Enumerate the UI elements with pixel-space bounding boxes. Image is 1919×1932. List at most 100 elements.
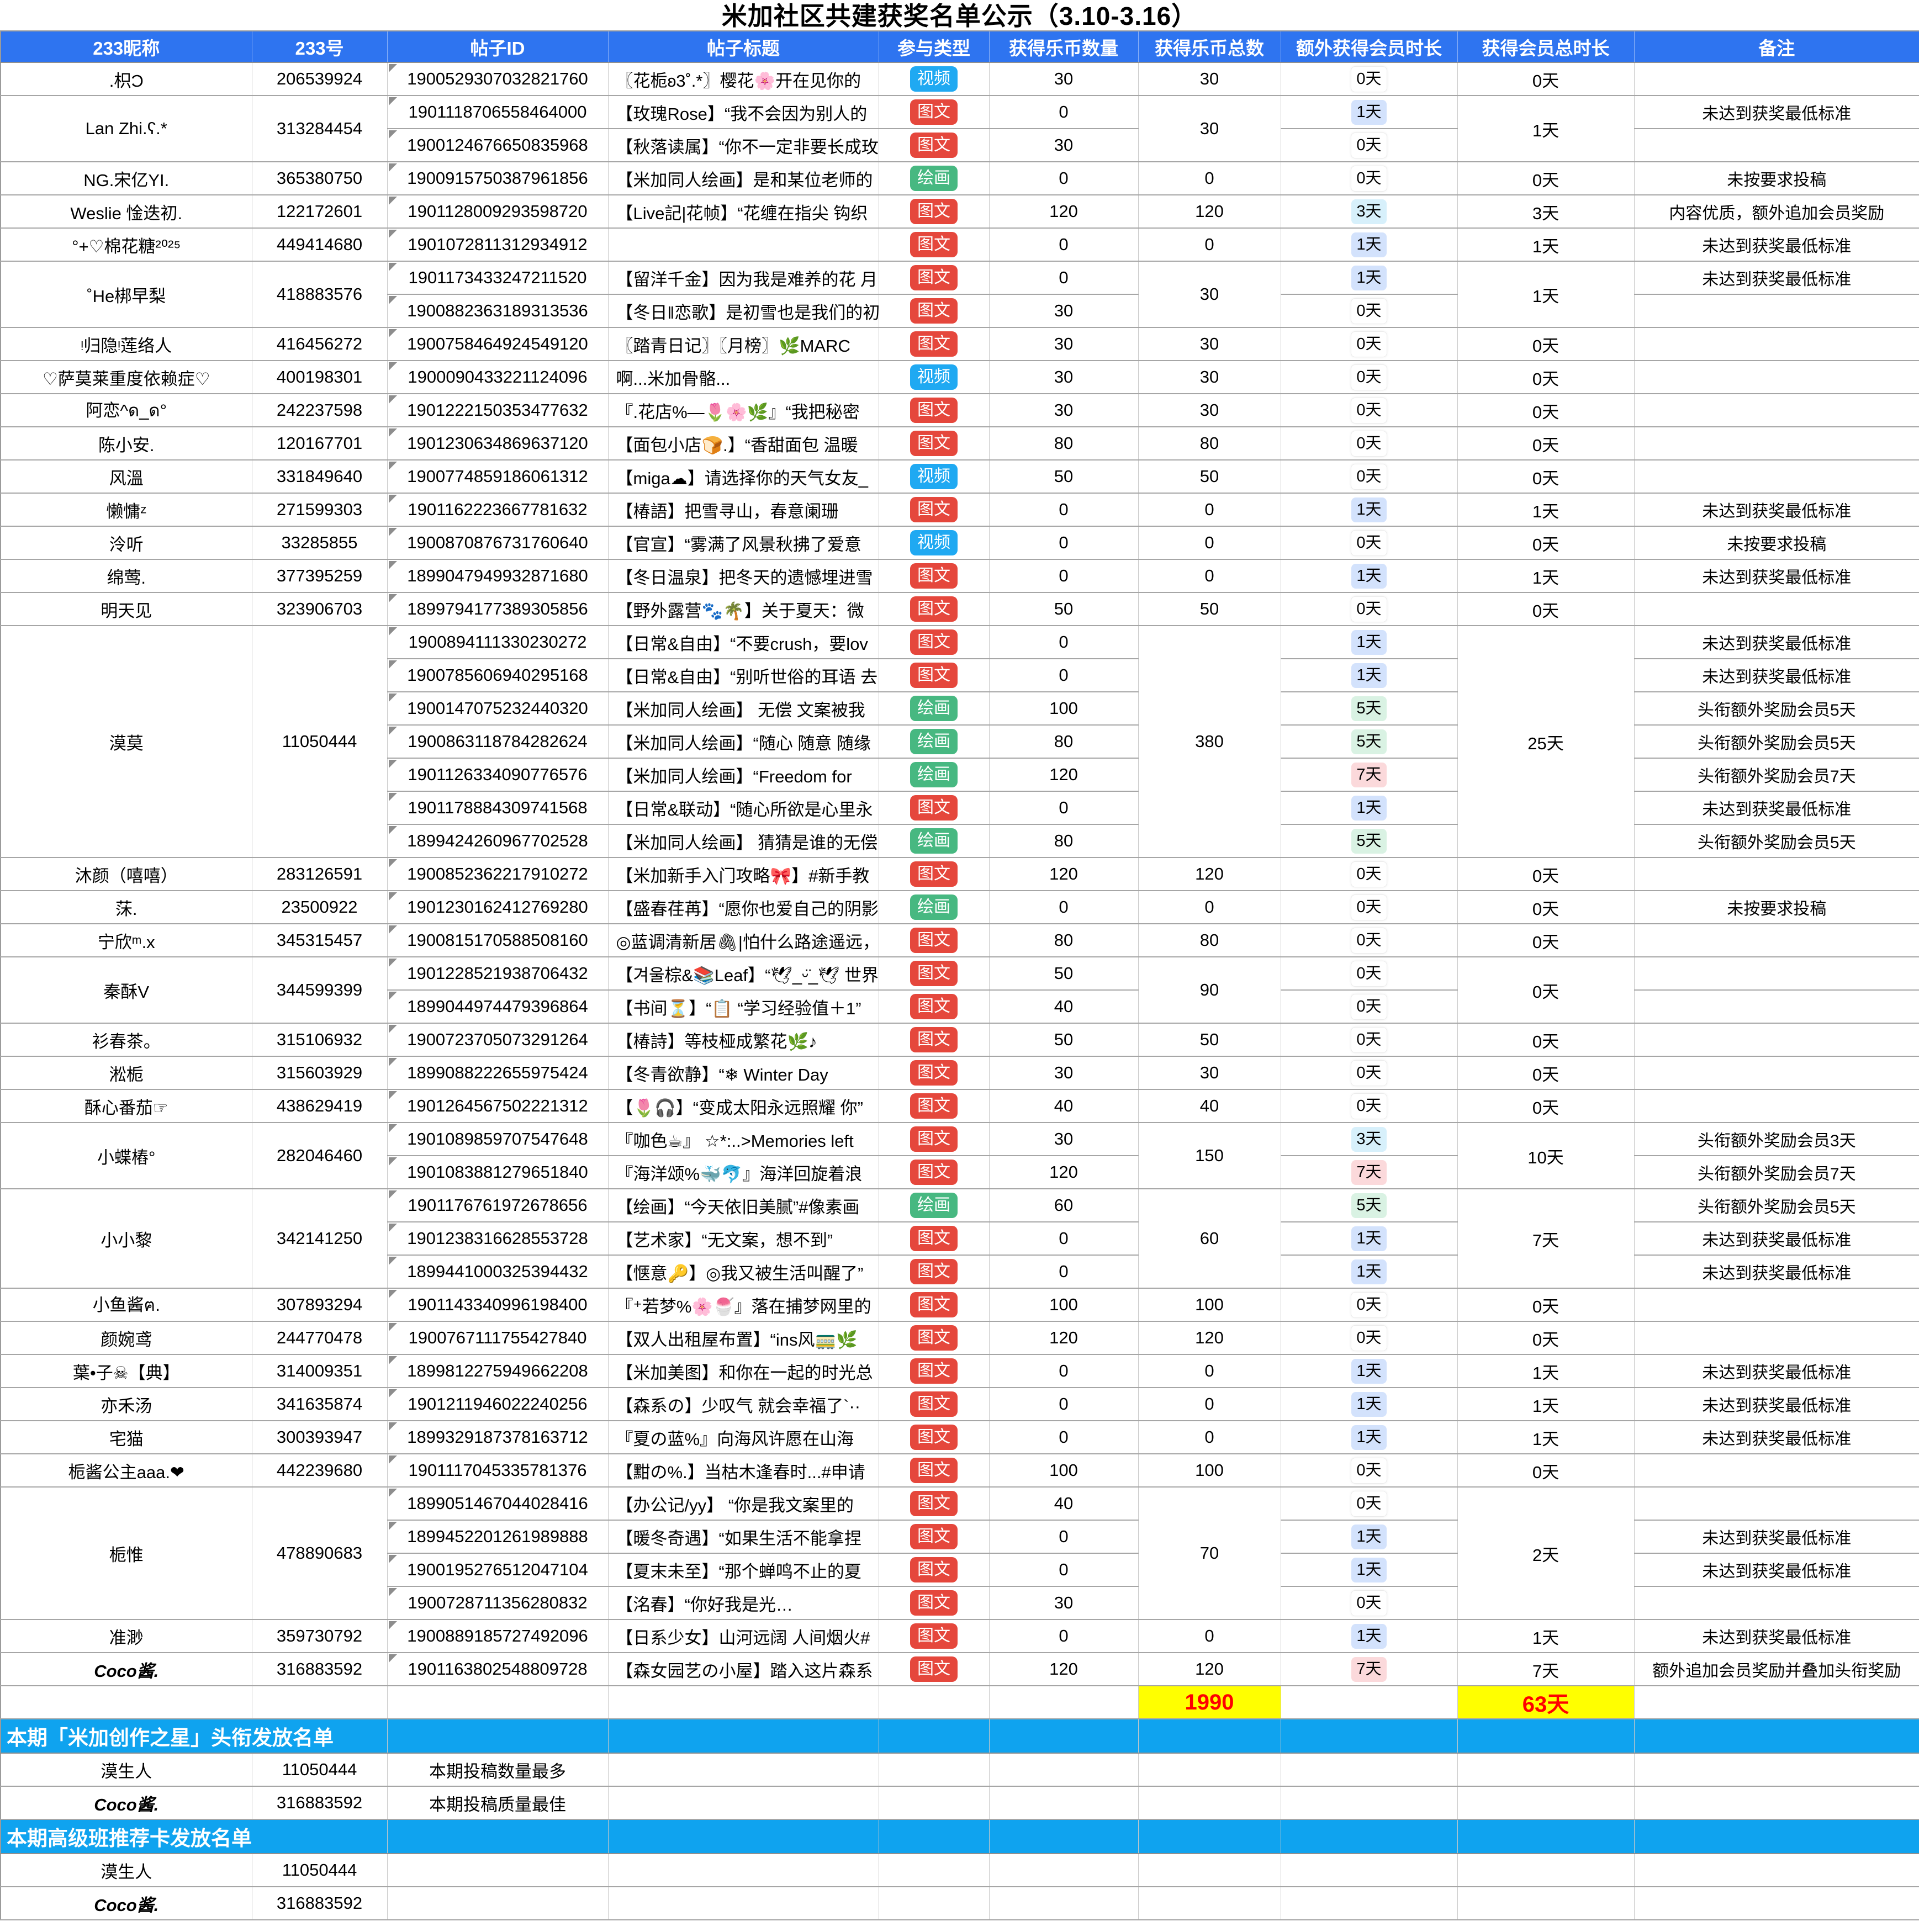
post-type-cell[interactable]: 绘画: [878, 758, 990, 792]
coins-total-cell[interactable]: 60: [1138, 1188, 1281, 1289]
account-number-cell[interactable]: 206539924: [251, 62, 388, 96]
nickname-cell[interactable]: 风溫: [0, 459, 252, 494]
post-id-cell[interactable]: 1901083881279651840: [387, 1155, 609, 1189]
total-days-cell[interactable]: 0天: [1457, 1321, 1635, 1355]
extra-days-cell[interactable]: 1天: [1280, 95, 1458, 129]
coins-cell[interactable]: 120: [988, 1155, 1139, 1189]
nickname-cell[interactable]: 懒慵ᶻ: [0, 493, 252, 527]
post-title-cell[interactable]: 『⁺若梦%🌸🍧』落在捕梦网里的: [607, 1288, 879, 1322]
post-title-cell[interactable]: 【椿詩】等枝桠成繁花🌿♪: [607, 1023, 879, 1057]
post-type-cell[interactable]: 图文: [878, 1486, 990, 1521]
banner-filler-cell[interactable]: [387, 1718, 609, 1754]
empty-cell[interactable]: [607, 1685, 879, 1719]
award-number-cell[interactable]: 11050444: [251, 1853, 388, 1887]
post-type-cell[interactable]: 视频: [878, 360, 990, 394]
extra-days-cell[interactable]: 0天: [1280, 327, 1458, 361]
coins-total-cell[interactable]: 0: [1138, 559, 1281, 593]
total-days-cell[interactable]: 0天: [1457, 592, 1635, 626]
empty-cell[interactable]: [1280, 1786, 1458, 1820]
post-id-cell[interactable]: 1899047949932871680: [387, 559, 609, 593]
coins-cell[interactable]: 50: [988, 956, 1139, 991]
header-cell-total-days[interactable]: 获得会员总时长: [1457, 31, 1635, 63]
total-days-cell[interactable]: 0天: [1457, 161, 1635, 195]
post-type-cell[interactable]: 视频: [878, 459, 990, 494]
post-type-cell[interactable]: 图文: [878, 128, 990, 162]
nickname-cell[interactable]: Weslie 惍迭初.: [0, 194, 252, 229]
empty-cell[interactable]: [1457, 1853, 1635, 1887]
empty-cell[interactable]: [1633, 1753, 1919, 1787]
coins-total-cell[interactable]: 30: [1138, 393, 1281, 427]
post-id-cell[interactable]: 1900815170588508160: [387, 923, 609, 957]
extra-days-cell[interactable]: 5天: [1280, 691, 1458, 726]
coins-total-cell[interactable]: 0: [1138, 493, 1281, 527]
empty-cell[interactable]: [1280, 1853, 1458, 1887]
nickname-cell[interactable]: 宅猫: [0, 1420, 252, 1454]
extra-days-cell[interactable]: 0天: [1280, 1023, 1458, 1057]
post-title-cell[interactable]: 【森系の】少叹气 就会幸福了`··: [607, 1387, 879, 1421]
extra-days-cell[interactable]: 0天: [1280, 393, 1458, 427]
coins-total-cell[interactable]: 70: [1138, 1486, 1281, 1620]
remark-cell[interactable]: [1633, 1453, 1919, 1488]
nickname-cell[interactable]: 酥心番茄☞: [0, 1089, 252, 1123]
coins-cell[interactable]: 30: [988, 1122, 1139, 1156]
coins-total-cell[interactable]: 30: [1138, 1056, 1281, 1090]
coins-cell[interactable]: 50: [988, 1023, 1139, 1057]
account-number-cell[interactable]: 33285855: [251, 526, 388, 560]
post-id-cell[interactable]: 1900529307032821760: [387, 62, 609, 96]
account-number-cell[interactable]: 315106932: [251, 1023, 388, 1057]
remark-cell[interactable]: [1633, 956, 1919, 991]
post-type-cell[interactable]: 图文: [878, 1619, 990, 1653]
coins-total-cell[interactable]: 0: [1138, 161, 1281, 195]
empty-cell[interactable]: [1138, 1886, 1281, 1920]
post-title-cell[interactable]: 【米加同人绘画】是和某位老师的: [607, 161, 879, 195]
account-number-cell[interactable]: 315603929: [251, 1056, 388, 1090]
extra-days-cell[interactable]: 7天: [1280, 1652, 1458, 1686]
coins-total-cell[interactable]: 120: [1138, 857, 1281, 891]
post-id-cell[interactable]: 1899794177389305856: [387, 592, 609, 626]
account-number-cell[interactable]: 23500922: [251, 890, 388, 924]
nickname-cell[interactable]: 小鱼酱ฅ.: [0, 1288, 252, 1322]
coins-cell[interactable]: 30: [988, 62, 1139, 96]
nickname-cell[interactable]: 泠听: [0, 526, 252, 560]
header-cell-remark[interactable]: 备注: [1633, 31, 1919, 63]
remark-cell[interactable]: [1633, 1586, 1919, 1620]
award-number-cell[interactable]: 316883592: [251, 1886, 388, 1920]
coins-cell[interactable]: 0: [988, 227, 1139, 262]
extra-days-cell[interactable]: 0天: [1280, 459, 1458, 494]
remark-cell[interactable]: 未达到获奖最低标准: [1633, 1221, 1919, 1256]
remark-cell[interactable]: 未达到获奖最低标准: [1633, 1619, 1919, 1653]
banner-filler-cell[interactable]: [1138, 1819, 1281, 1854]
post-type-cell[interactable]: 图文: [878, 658, 990, 692]
empty-cell[interactable]: [1457, 1753, 1635, 1787]
post-type-cell[interactable]: 图文: [878, 956, 990, 991]
post-title-cell[interactable]: 【日常&联动】“随心所欲是心里永: [607, 791, 879, 825]
post-id-cell[interactable]: 1900774859186061312: [387, 459, 609, 494]
total-days-cell[interactable]: 0天: [1457, 857, 1635, 891]
extra-days-cell[interactable]: 1天: [1280, 1221, 1458, 1256]
post-title-cell[interactable]: 『海洋颂%🐳🐬』海洋回旋着浪: [607, 1155, 879, 1189]
banner-filler-cell[interactable]: [1138, 1718, 1281, 1754]
post-id-cell[interactable]: 1899051467044028416: [387, 1486, 609, 1521]
coins-cell[interactable]: 30: [988, 360, 1139, 394]
post-type-cell[interactable]: 图文: [878, 95, 990, 129]
remark-cell[interactable]: [1633, 1056, 1919, 1090]
total-days-cell[interactable]: 0天: [1457, 1288, 1635, 1322]
extra-days-cell[interactable]: 1天: [1280, 559, 1458, 593]
coins-cell[interactable]: 80: [988, 824, 1139, 858]
account-number-cell[interactable]: 341635874: [251, 1387, 388, 1421]
account-number-cell[interactable]: 400198301: [251, 360, 388, 394]
extra-days-cell[interactable]: 1天: [1280, 625, 1458, 659]
total-days-cell[interactable]: 1天: [1457, 1387, 1635, 1421]
empty-cell[interactable]: [1138, 1853, 1281, 1887]
account-number-cell[interactable]: 342141250: [251, 1188, 388, 1289]
extra-days-cell[interactable]: 0天: [1280, 294, 1458, 328]
total-days-cell[interactable]: 0天: [1457, 923, 1635, 957]
account-number-cell[interactable]: 244770478: [251, 1321, 388, 1355]
coins-total-cell[interactable]: 0: [1138, 890, 1281, 924]
extra-days-cell[interactable]: 0天: [1280, 1586, 1458, 1620]
post-title-cell[interactable]: 【惬意🔑】◎我又被生活叫醒了”: [607, 1255, 879, 1289]
post-type-cell[interactable]: 绘画: [878, 1188, 990, 1222]
post-type-cell[interactable]: 图文: [878, 327, 990, 361]
post-type-cell[interactable]: 图文: [878, 923, 990, 957]
post-title-cell[interactable]: 【日常&自由】“不要crush，要lov: [607, 625, 879, 659]
